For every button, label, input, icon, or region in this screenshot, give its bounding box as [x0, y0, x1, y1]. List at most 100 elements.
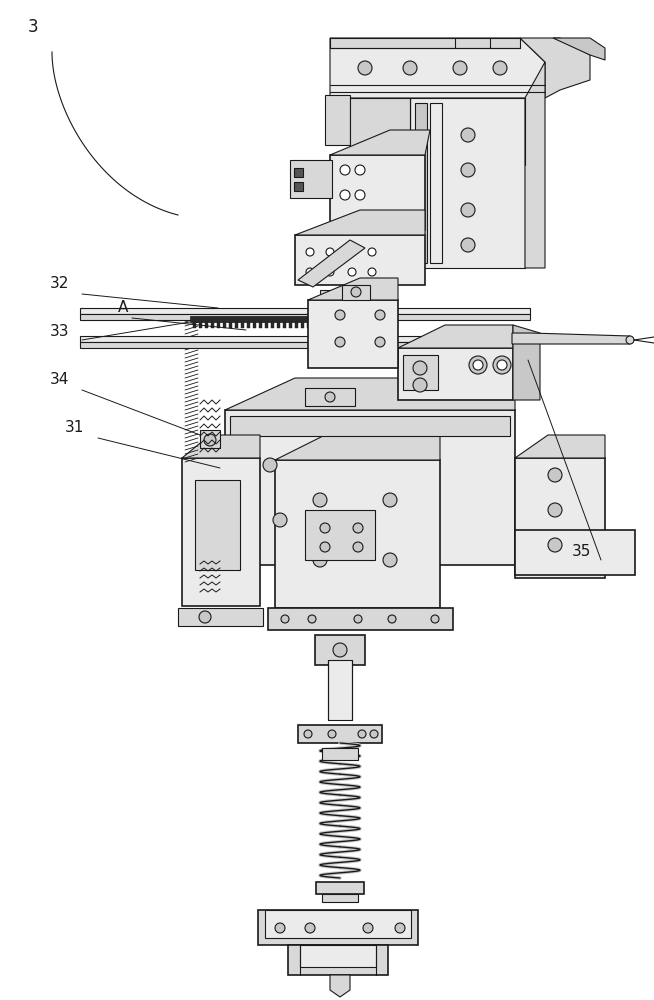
Circle shape	[358, 730, 366, 738]
Bar	[305, 388, 355, 406]
Circle shape	[461, 238, 475, 252]
Bar	[325, 322, 328, 328]
Circle shape	[548, 538, 562, 552]
Circle shape	[473, 360, 483, 370]
Polygon shape	[80, 308, 530, 314]
Circle shape	[388, 615, 396, 623]
Circle shape	[340, 190, 350, 200]
Bar	[283, 322, 286, 328]
Bar	[305, 510, 375, 560]
Bar	[259, 322, 262, 328]
Bar	[265, 910, 411, 938]
Circle shape	[375, 337, 385, 347]
Polygon shape	[190, 316, 358, 322]
Circle shape	[275, 923, 285, 933]
Circle shape	[461, 128, 475, 142]
Circle shape	[355, 165, 365, 175]
Circle shape	[461, 203, 475, 217]
Bar	[205, 322, 208, 328]
Circle shape	[370, 730, 378, 738]
Circle shape	[333, 643, 347, 657]
Circle shape	[453, 61, 467, 75]
Circle shape	[383, 493, 397, 507]
Bar	[403, 355, 438, 390]
Circle shape	[199, 611, 211, 623]
Circle shape	[281, 615, 289, 623]
Polygon shape	[330, 38, 520, 48]
Bar	[319, 322, 322, 328]
Circle shape	[313, 553, 327, 567]
Text: A: A	[118, 300, 128, 315]
Circle shape	[340, 165, 350, 175]
Circle shape	[355, 190, 365, 200]
Circle shape	[351, 287, 361, 297]
Bar	[178, 608, 263, 626]
Text: 31: 31	[65, 420, 84, 435]
Circle shape	[469, 356, 487, 374]
Polygon shape	[398, 325, 513, 348]
Circle shape	[335, 310, 345, 320]
Bar	[322, 894, 358, 902]
Circle shape	[358, 61, 372, 75]
Polygon shape	[512, 333, 630, 344]
Circle shape	[493, 61, 507, 75]
Bar	[343, 322, 346, 328]
Bar	[322, 748, 358, 760]
Text: 32: 32	[50, 276, 69, 291]
Polygon shape	[553, 38, 605, 60]
Bar	[223, 322, 226, 328]
Bar	[241, 322, 244, 328]
Bar	[295, 322, 298, 328]
Polygon shape	[520, 38, 590, 98]
Bar	[350, 98, 410, 268]
Bar	[298, 725, 382, 743]
Circle shape	[326, 268, 334, 276]
Circle shape	[348, 248, 356, 256]
Bar	[247, 322, 250, 328]
Bar	[225, 410, 515, 565]
Text: 3: 3	[28, 18, 39, 36]
Polygon shape	[80, 336, 530, 342]
Circle shape	[368, 248, 376, 256]
Text: 33: 33	[50, 324, 69, 339]
Bar	[301, 322, 304, 328]
Bar	[199, 322, 202, 328]
Bar	[307, 322, 310, 328]
Polygon shape	[225, 378, 515, 410]
Circle shape	[306, 248, 314, 256]
Bar	[295, 235, 425, 285]
Circle shape	[320, 523, 330, 533]
Bar	[325, 95, 350, 145]
Bar	[275, 460, 440, 608]
Polygon shape	[298, 240, 365, 287]
Bar	[415, 103, 427, 263]
Bar	[398, 348, 513, 400]
Bar	[308, 300, 398, 368]
Circle shape	[204, 434, 216, 446]
Bar	[328, 660, 352, 720]
Bar	[320, 290, 380, 310]
Text: 35: 35	[572, 544, 591, 559]
Circle shape	[325, 392, 335, 402]
Bar	[229, 322, 232, 328]
Bar	[410, 98, 525, 268]
Bar	[265, 322, 268, 328]
Polygon shape	[80, 342, 530, 348]
Circle shape	[548, 468, 562, 482]
Circle shape	[263, 458, 277, 472]
Circle shape	[353, 542, 363, 552]
Circle shape	[320, 542, 330, 552]
Bar	[230, 416, 510, 436]
Polygon shape	[330, 130, 430, 155]
Circle shape	[626, 336, 634, 344]
Circle shape	[493, 356, 511, 374]
Polygon shape	[295, 210, 425, 235]
Bar	[235, 322, 238, 328]
Circle shape	[413, 378, 427, 392]
Circle shape	[368, 268, 376, 276]
Bar	[289, 322, 292, 328]
Circle shape	[335, 337, 345, 347]
Polygon shape	[330, 38, 545, 98]
Bar	[277, 322, 280, 328]
Circle shape	[306, 268, 314, 276]
